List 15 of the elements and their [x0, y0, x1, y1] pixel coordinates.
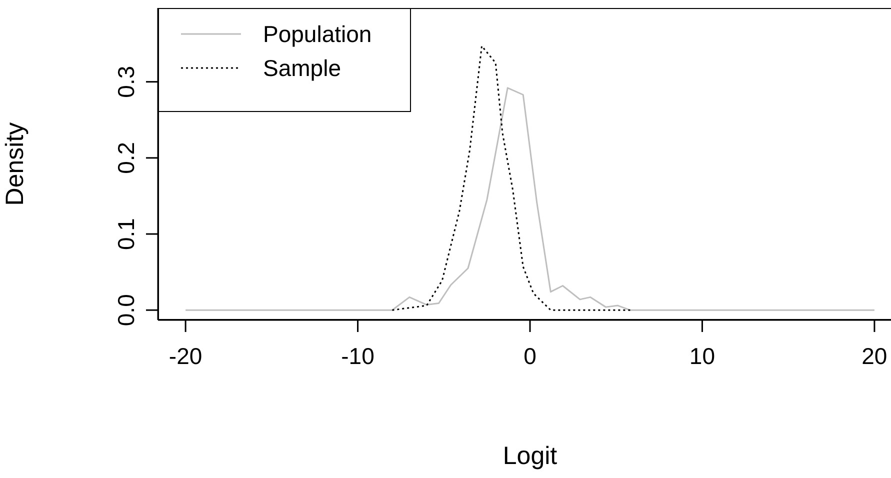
x-tick-label: 20: [862, 343, 888, 369]
y-tick-label: 0.0: [113, 294, 139, 326]
x-tick-label: -10: [341, 343, 374, 369]
y-tick-label: 0.1: [113, 218, 139, 250]
legend-label: Population: [263, 20, 372, 48]
x-tick-label: 0: [524, 343, 536, 369]
legend-label: Sample: [263, 54, 341, 82]
y-axis-title: Density: [0, 122, 29, 206]
line-series: [391, 45, 632, 311]
y-tick-label: 0.2: [113, 142, 139, 174]
x-axis-title: Logit: [502, 442, 558, 470]
x-tick-label: 10: [689, 343, 716, 369]
x-tick-label: -20: [168, 343, 202, 369]
y-tick-label: 0.3: [113, 66, 139, 98]
line-series: [184, 87, 876, 311]
